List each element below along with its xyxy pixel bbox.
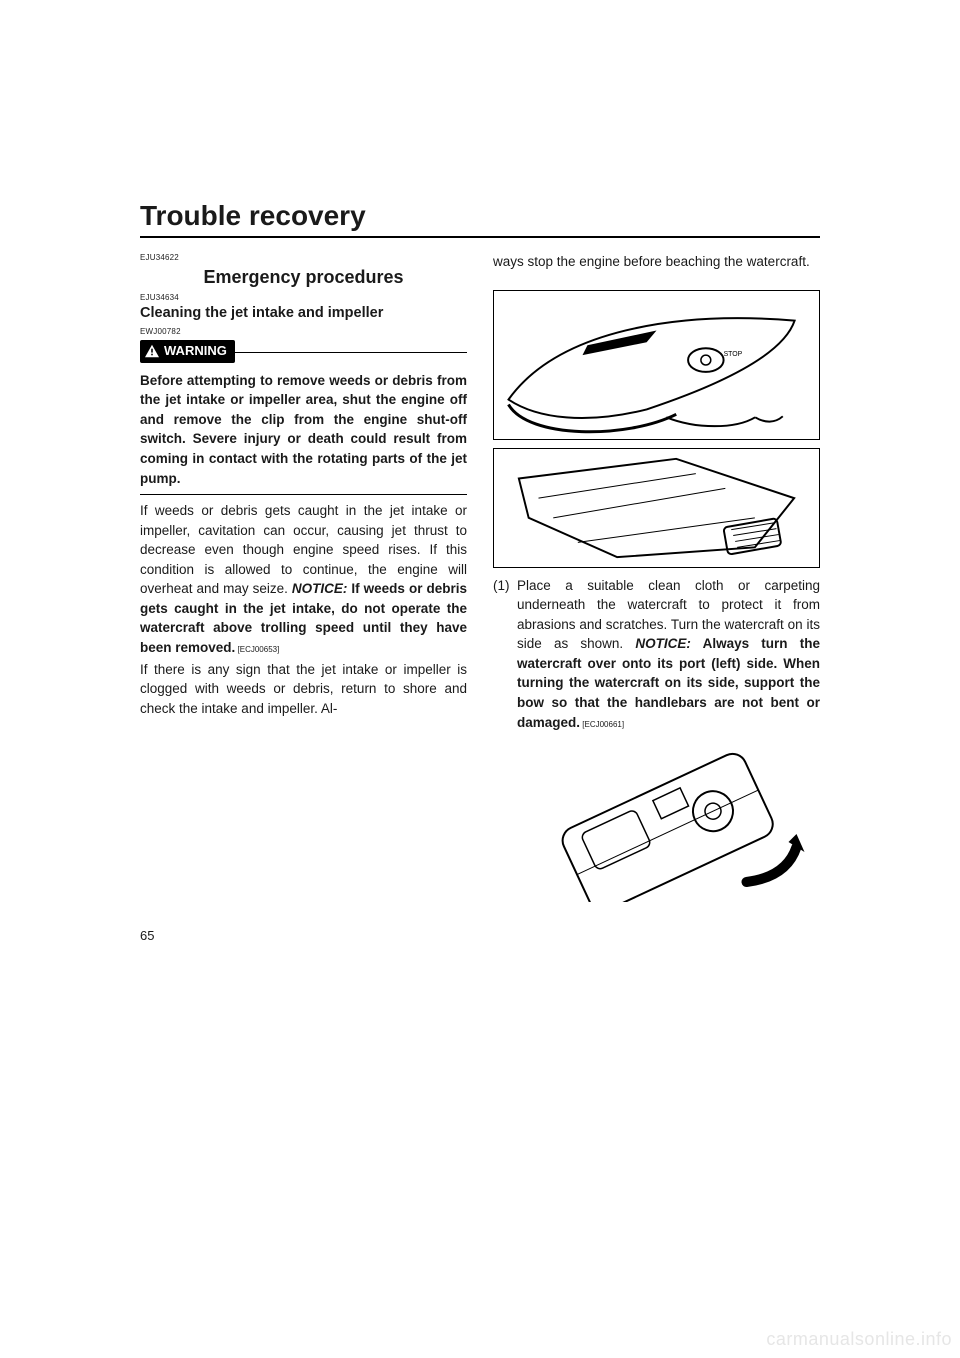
- page-title: Trouble recovery: [140, 200, 820, 238]
- para-cavitation: If weeds or debris gets caught in the je…: [140, 501, 467, 658]
- warning-triangle-icon: [144, 344, 160, 358]
- tipped-svg: [493, 742, 820, 902]
- warning-body: Before attempting to remove weeds or deb…: [140, 371, 467, 488]
- para-continuation: ways stop the engine before beaching the…: [493, 252, 820, 272]
- watermark: carmanualsonline.info: [766, 1329, 952, 1350]
- hull-svg: [494, 449, 819, 567]
- step-1: (1) Place a suitable clean cloth or carp…: [493, 576, 820, 733]
- notice1-label: NOTICE:: [292, 581, 348, 596]
- step-1-number: (1): [493, 576, 517, 733]
- heading-cleaning-jet-intake: Cleaning the jet intake and impeller: [140, 303, 467, 324]
- illustration-tipped-watercraft: [493, 742, 820, 902]
- handlebar-svg: STOP: [494, 291, 819, 439]
- heading-emergency-procedures: Emergency procedures: [140, 264, 467, 290]
- para-return-to-shore: If there is any sign that the jet intake…: [140, 660, 467, 719]
- notice1-code: [ECJ00653]: [235, 645, 279, 654]
- warning-badge: WARNING: [140, 340, 235, 363]
- illustration-handlebar: STOP: [493, 290, 820, 440]
- refcode-2: EJU34634: [140, 292, 467, 304]
- warning-rule: [235, 352, 467, 353]
- page-content: Trouble recovery EJU34622 Emergency proc…: [0, 0, 960, 943]
- warning-row: WARNING: [140, 338, 467, 367]
- svg-text:STOP: STOP: [724, 351, 743, 358]
- left-column: EJU34622 Emergency procedures EJU34634 C…: [140, 252, 467, 910]
- refcode-3: EWJ00782: [140, 326, 467, 338]
- illustration-hull-underside: [493, 448, 820, 568]
- step-1-text: Place a suitable clean cloth or carpetin…: [517, 576, 820, 733]
- two-column-layout: EJU34622 Emergency procedures EJU34634 C…: [140, 252, 820, 910]
- divider: [140, 494, 467, 495]
- right-column: ways stop the engine before beaching the…: [493, 252, 820, 910]
- notice2-code: [ECJ00661]: [580, 720, 624, 729]
- notice2-label: NOTICE:: [635, 636, 691, 651]
- refcode-1: EJU34622: [140, 252, 467, 264]
- page-number: 65: [140, 928, 820, 943]
- warning-label-text: WARNING: [164, 342, 227, 361]
